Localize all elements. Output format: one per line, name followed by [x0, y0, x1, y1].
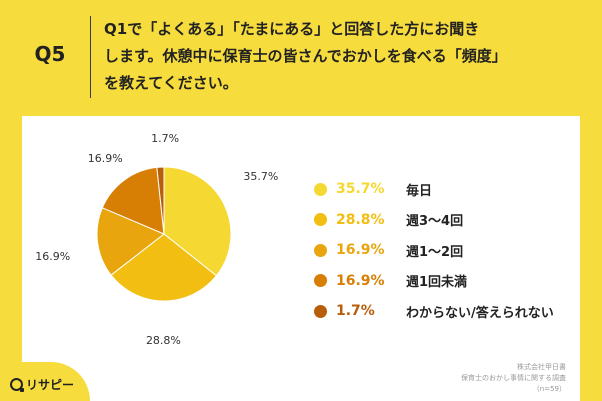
pie-slice-1	[163, 166, 232, 277]
legend-percent-3: 16.9%	[336, 242, 385, 259]
legend-item-5: 1.7% わからない/答えられない	[314, 296, 574, 327]
legend-label-5: わからない/答えられない	[406, 305, 554, 321]
source-line-3: （n=59）	[532, 385, 566, 393]
question-line-2: します。休憩中に保育士の皆さんでおかしを食べる「頻度」	[104, 47, 507, 65]
logo-text: リサピー	[26, 378, 75, 392]
source-line-1: 株式会社甲日書	[517, 363, 566, 371]
pie-data-label-2: 28.8%	[146, 334, 181, 347]
legend-item-3: 16.9% 週1〜2回	[314, 235, 574, 266]
legend-label-4: 週1回未満	[406, 275, 468, 291]
pie-slice-3	[96, 207, 165, 276]
chart-legend: 35.7% 毎日 28.8% 週3〜4回 16.9% 週1〜2回 16.9% 週1回未満 1.7…	[314, 174, 574, 327]
pie-slice-5	[156, 166, 165, 235]
legend-item-4: 16.9% 週1回未満	[314, 266, 574, 297]
legend-swatch-4	[314, 274, 327, 288]
legend-swatch-1	[314, 182, 327, 196]
pie-slice-2	[110, 233, 218, 302]
legend-swatch-5	[314, 304, 327, 318]
legend-label-2: 週3〜4回	[406, 214, 464, 230]
pie-data-label-3: 16.9%	[35, 250, 70, 263]
legend-label-3: 週1〜2回	[406, 244, 464, 260]
question-text: Q1で「よくある」「たまにある」と回答した方にお聞き します。休憩中に保育士の皆…	[104, 16, 584, 97]
pie-slice-4	[101, 166, 165, 235]
pie-chart: 35.7% 28.8% 16.9% 16.9% 1.7%	[35, 132, 278, 347]
legend-percent-4: 16.9%	[336, 272, 385, 289]
legend-item-1: 35.7% 毎日	[314, 174, 574, 205]
magnifier-icon	[10, 378, 24, 392]
pie-data-label-4: 16.9%	[88, 152, 123, 165]
question-line-3: を教えてください。	[104, 74, 238, 92]
legend-swatch-2	[314, 213, 327, 227]
legend-percent-5: 1.7%	[336, 303, 375, 320]
legend-swatch-3	[314, 243, 327, 257]
question-header: Q5 Q1で「よくある」「たまにある」と回答した方にお聞き します。休憩中に保育…	[0, 0, 602, 112]
legend-percent-2: 28.8%	[336, 211, 385, 228]
header-divider	[90, 16, 91, 98]
chart-card: 35.7% 28.8% 16.9% 16.9% 1.7% 35.7% 毎日 28.8% 週3〜…	[22, 116, 580, 401]
source-line-2: 保育士のおかし事情に関する調査	[461, 374, 566, 382]
pie-data-label-1: 35.7%	[243, 170, 278, 183]
question-number: Q5	[34, 42, 66, 66]
legend-percent-1: 35.7%	[336, 181, 385, 198]
source-note: 株式会社甲日書 保育士のおかし事情に関する調査 （n=59）	[461, 362, 566, 395]
legend-label-1: 毎日	[406, 183, 433, 199]
pie-data-label-5: 1.7%	[151, 132, 179, 145]
question-line-1: Q1で「よくある」「たまにある」と回答した方にお聞き	[104, 20, 480, 38]
legend-item-2: 28.8% 週3〜4回	[314, 205, 574, 236]
